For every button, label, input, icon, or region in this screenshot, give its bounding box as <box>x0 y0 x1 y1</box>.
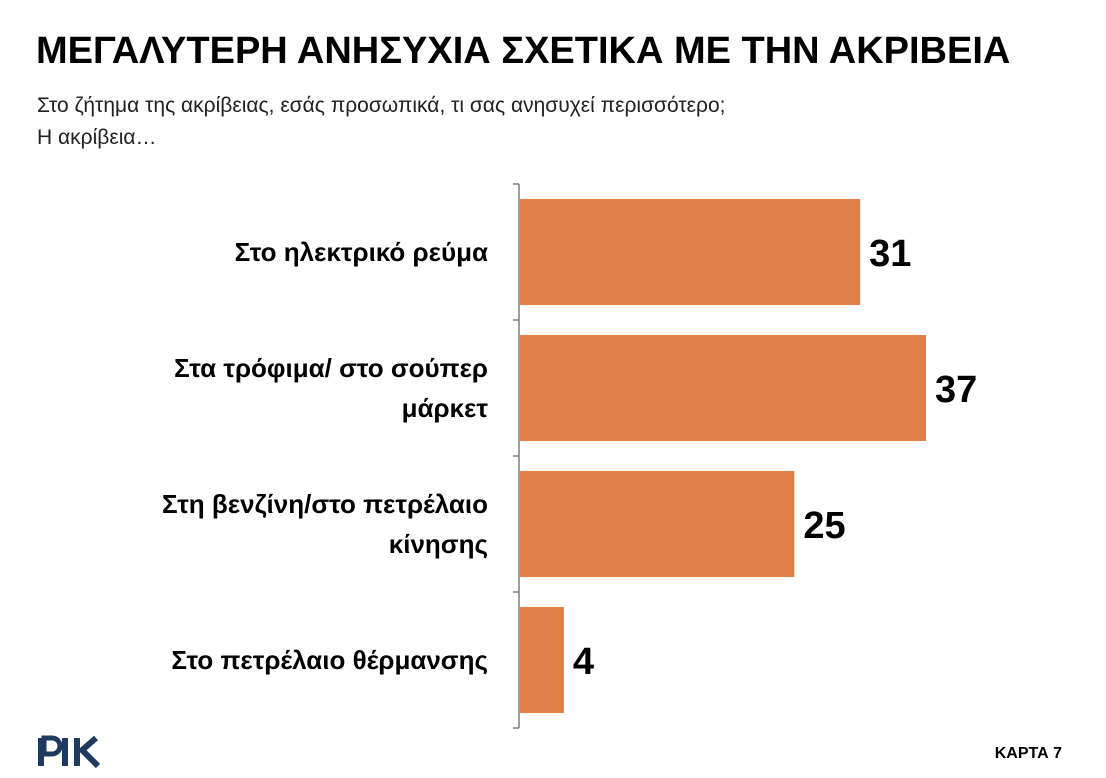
bar <box>520 471 795 577</box>
question-line-1: Στο ζήτημα της ακρίβειας, εσάς προσωπικά… <box>37 94 726 117</box>
category-label: Στο πετρέλαιο θέρμανσης <box>171 645 488 675</box>
data-label: 31 <box>869 233 911 275</box>
question-line-2: Η ακρίβεια… <box>37 126 157 149</box>
category-label: Στο ηλεκτρικό ρεύμα <box>235 237 488 267</box>
category-label-line: Στο πετρέλαιο θέρμανσης <box>171 645 488 675</box>
category-label-line: Στα τρόφιμα/ στο σούπερ <box>174 353 488 383</box>
bar <box>520 607 564 713</box>
data-label: 25 <box>803 505 845 547</box>
logo <box>38 735 108 774</box>
category-label: Στη βενζίνη/στο πετρέλαιο κίνησης <box>162 489 488 559</box>
logo-mark-icon <box>38 735 101 769</box>
category-label: Στα τρόφιμα/ στο σούπερ μάρκετ <box>174 353 488 423</box>
data-label: 4 <box>573 641 594 683</box>
category-label-line: μάρκετ <box>402 393 489 423</box>
card-number: ΚΑΡΤΑ 7 <box>994 745 1062 762</box>
category-label-line: Στο ηλεκτρικό ρεύμα <box>235 237 488 267</box>
page-title: ΜΕΓΑΛΥΤΕΡΗ ΑΝΗΣΥΧΙΑ ΣΧΕΤΙΚΑ ΜΕ ΤΗΝ ΑΚΡΙΒ… <box>36 30 1011 72</box>
bar <box>520 199 861 305</box>
category-label-line: Στη βενζίνη/στο πετρέλαιο <box>162 489 488 519</box>
bar <box>520 335 926 441</box>
category-label-line: κίνησης <box>389 529 488 559</box>
data-label: 37 <box>935 369 977 411</box>
question-text: Στο ζήτημα της ακρίβειας, εσάς προσωπικά… <box>37 90 726 154</box>
